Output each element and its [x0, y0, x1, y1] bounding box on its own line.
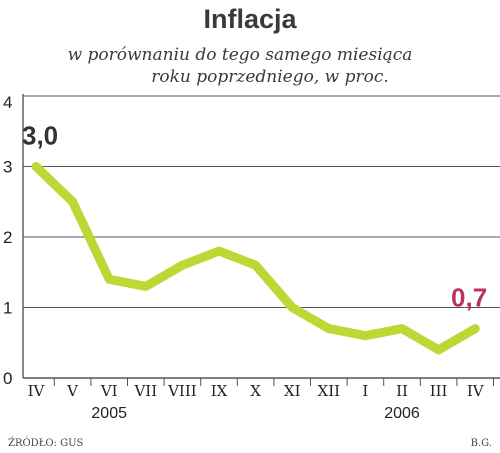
source-label: ŹRÓDŁO: GUS	[8, 437, 84, 449]
y-tick-label-4: 4	[3, 93, 12, 112]
year-label-1: 2006	[384, 405, 420, 422]
x-tick-label-8: XII	[318, 382, 341, 400]
x-tick-label-9: I	[362, 382, 368, 400]
series-line-0	[31, 162, 480, 355]
y-tick-label-3: 3	[3, 158, 12, 177]
annotation-1: 0,7	[451, 283, 487, 313]
y-tick-label-1: 1	[3, 299, 12, 318]
x-tick-label-6: X	[250, 382, 261, 400]
x-tick-label-11: III	[430, 382, 448, 400]
annotation-0: 3,0	[22, 121, 58, 151]
chart-subtitle-line-2: roku poprzedniego, w proc.	[151, 67, 389, 87]
grid-lines	[23, 95, 500, 308]
axes	[22, 94, 500, 386]
series-layer	[31, 162, 480, 355]
x-tick-label-10: II	[396, 382, 408, 400]
x-tick-label-7: XI	[284, 382, 301, 400]
x-tick-label-12: IV	[467, 382, 485, 400]
author-label: B.G.	[471, 438, 492, 449]
x-tick-label-2: VI	[100, 382, 118, 400]
x-tick-label-1: V	[66, 382, 79, 400]
y-tick-label-2: 2	[3, 228, 12, 247]
year-label-0: 2005	[91, 405, 127, 422]
x-tick-label-4: VIII	[167, 382, 197, 400]
chart-title: Inflacja	[203, 4, 297, 34]
chart-subtitle-line-1: w porównaniu do tego samego miesiąca	[68, 45, 413, 65]
y-tick-label-0: 0	[3, 369, 12, 388]
x-tick-label-3: VII	[133, 382, 157, 400]
x-tick-label-5: IX	[211, 382, 228, 400]
x-tick-label-0: IV	[28, 382, 46, 400]
